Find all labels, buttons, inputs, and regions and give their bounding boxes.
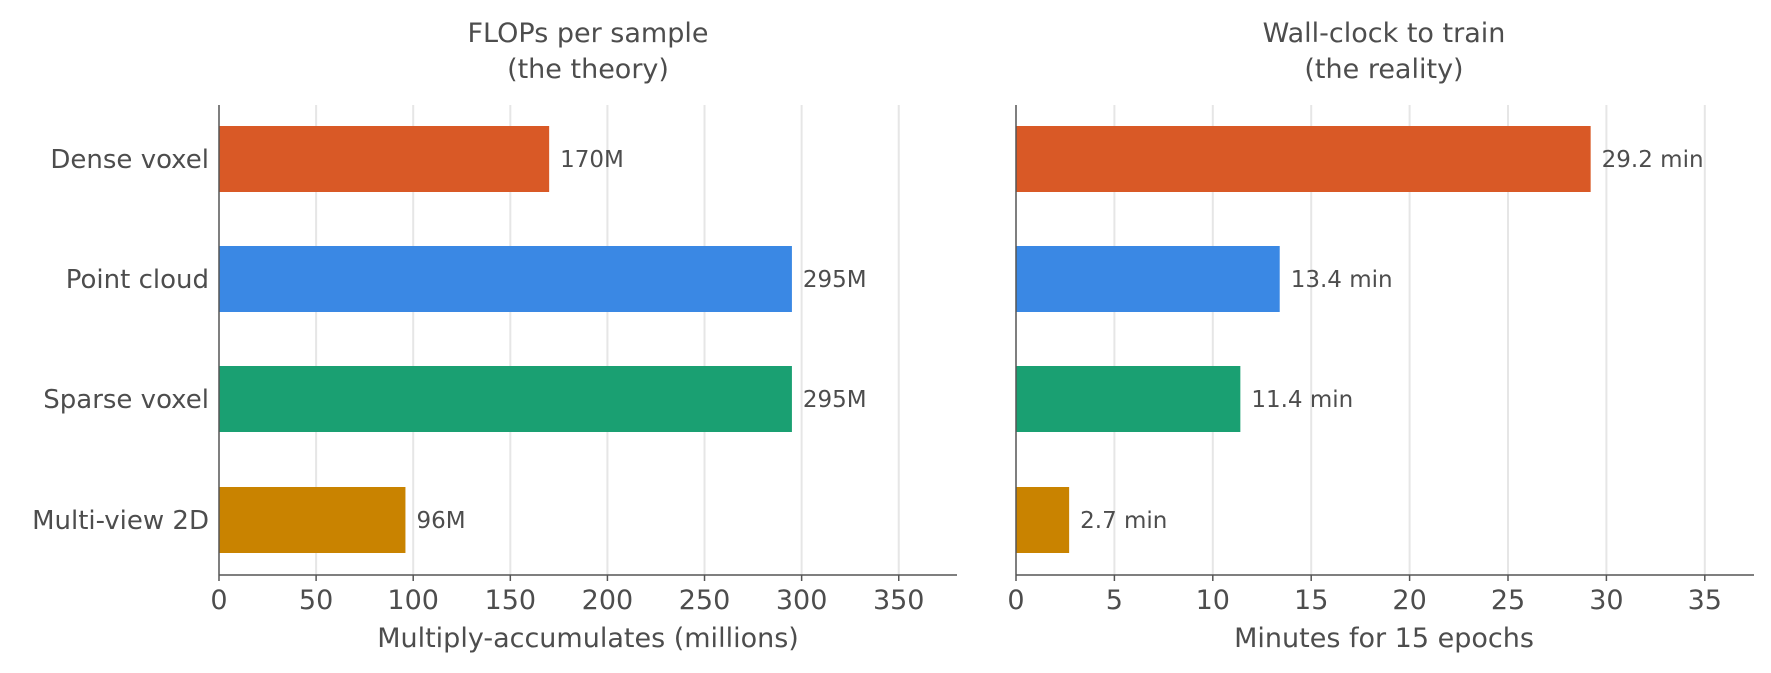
bar xyxy=(1016,366,1241,432)
x-tick-label: 350 xyxy=(873,585,925,616)
panel-wallclock: Wall-clock to train (the reality) 29.2 min… xyxy=(1007,18,1754,654)
data-label: 2.7 min xyxy=(1080,508,1167,534)
data-label: 295M xyxy=(803,267,867,293)
data-label: 295M xyxy=(803,387,867,413)
chart-subtitle: (the theory) xyxy=(507,54,669,85)
data-label: 13.4 min xyxy=(1291,267,1393,293)
category-label: Dense voxel xyxy=(50,145,209,175)
category-label: Sparse voxel xyxy=(43,385,209,415)
x-tick-label: 5 xyxy=(1106,585,1123,616)
bar xyxy=(1016,246,1280,312)
data-label: 11.4 min xyxy=(1251,387,1353,413)
panel-flops: FLOPs per sample (the theory) 170M Dense vo… xyxy=(32,18,957,654)
chart-title: Wall-clock to train xyxy=(1263,18,1506,49)
x-tick-label: 250 xyxy=(679,585,731,616)
chart-title: FLOPs per sample xyxy=(468,18,709,49)
x-tick-label: 20 xyxy=(1392,585,1426,616)
x-tick-label: 35 xyxy=(1688,585,1722,616)
bar xyxy=(219,246,792,312)
data-label: 170M xyxy=(560,147,624,173)
x-tick-label: 0 xyxy=(1007,585,1024,616)
bar xyxy=(1016,487,1070,553)
x-tick-label: 30 xyxy=(1589,585,1623,616)
bar xyxy=(219,366,792,432)
x-tick-label: 200 xyxy=(582,585,634,616)
x-tick-label: 150 xyxy=(485,585,537,616)
category-label: Point cloud xyxy=(66,265,209,295)
x-axis-label: Multiply-accumulates (millions) xyxy=(377,623,799,654)
bar xyxy=(219,126,550,192)
category-label: Multi-view 2D xyxy=(32,506,209,536)
data-label: 29.2 min xyxy=(1602,147,1704,173)
bar xyxy=(1016,126,1591,192)
chart-subtitle: (the reality) xyxy=(1304,54,1463,85)
x-tick-label: 50 xyxy=(299,585,333,616)
x-tick-label: 300 xyxy=(776,585,828,616)
x-tick-label: 100 xyxy=(387,585,439,616)
bar xyxy=(219,487,406,553)
data-label: 96M xyxy=(416,508,465,534)
x-tick-label: 10 xyxy=(1196,585,1230,616)
x-tick-label: 15 xyxy=(1294,585,1328,616)
x-tick-label: 0 xyxy=(210,585,227,616)
x-axis-label: Minutes for 15 epochs xyxy=(1234,623,1534,654)
x-tick-label: 25 xyxy=(1491,585,1525,616)
